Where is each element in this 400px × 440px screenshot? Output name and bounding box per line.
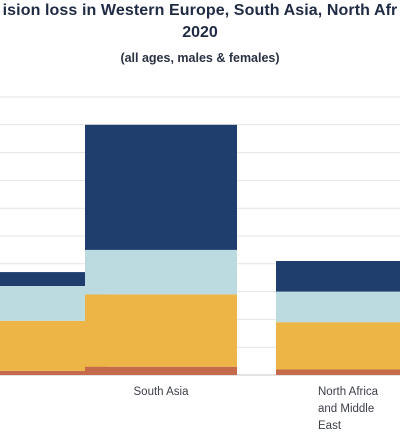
- bar-segment: [0, 272, 107, 286]
- category-labels: South Asia North Africa and Middle East: [134, 386, 379, 432]
- bar-segments: [0, 124, 400, 375]
- category-label: North Africa: [318, 386, 379, 398]
- chart-title: ision loss in Western Europe, South Asia…: [2, 2, 398, 19]
- bar-segment: [85, 249, 237, 295]
- bar-segment: [276, 369, 400, 375]
- bar-segment: [85, 124, 237, 250]
- bar-segment: [85, 294, 237, 367]
- category-label: East: [318, 420, 342, 432]
- category-label: and Middle: [318, 403, 374, 415]
- bar-segment: [0, 370, 107, 375]
- bar-segment: [85, 366, 237, 375]
- chart-subtitle: (all ages, males & females): [120, 51, 280, 65]
- category-label: South Asia: [134, 386, 190, 398]
- bar-segment: [276, 291, 400, 323]
- chart-title-line-2: 2020: [182, 24, 218, 41]
- bar-segment: [276, 261, 400, 292]
- bar-segment: [276, 322, 400, 370]
